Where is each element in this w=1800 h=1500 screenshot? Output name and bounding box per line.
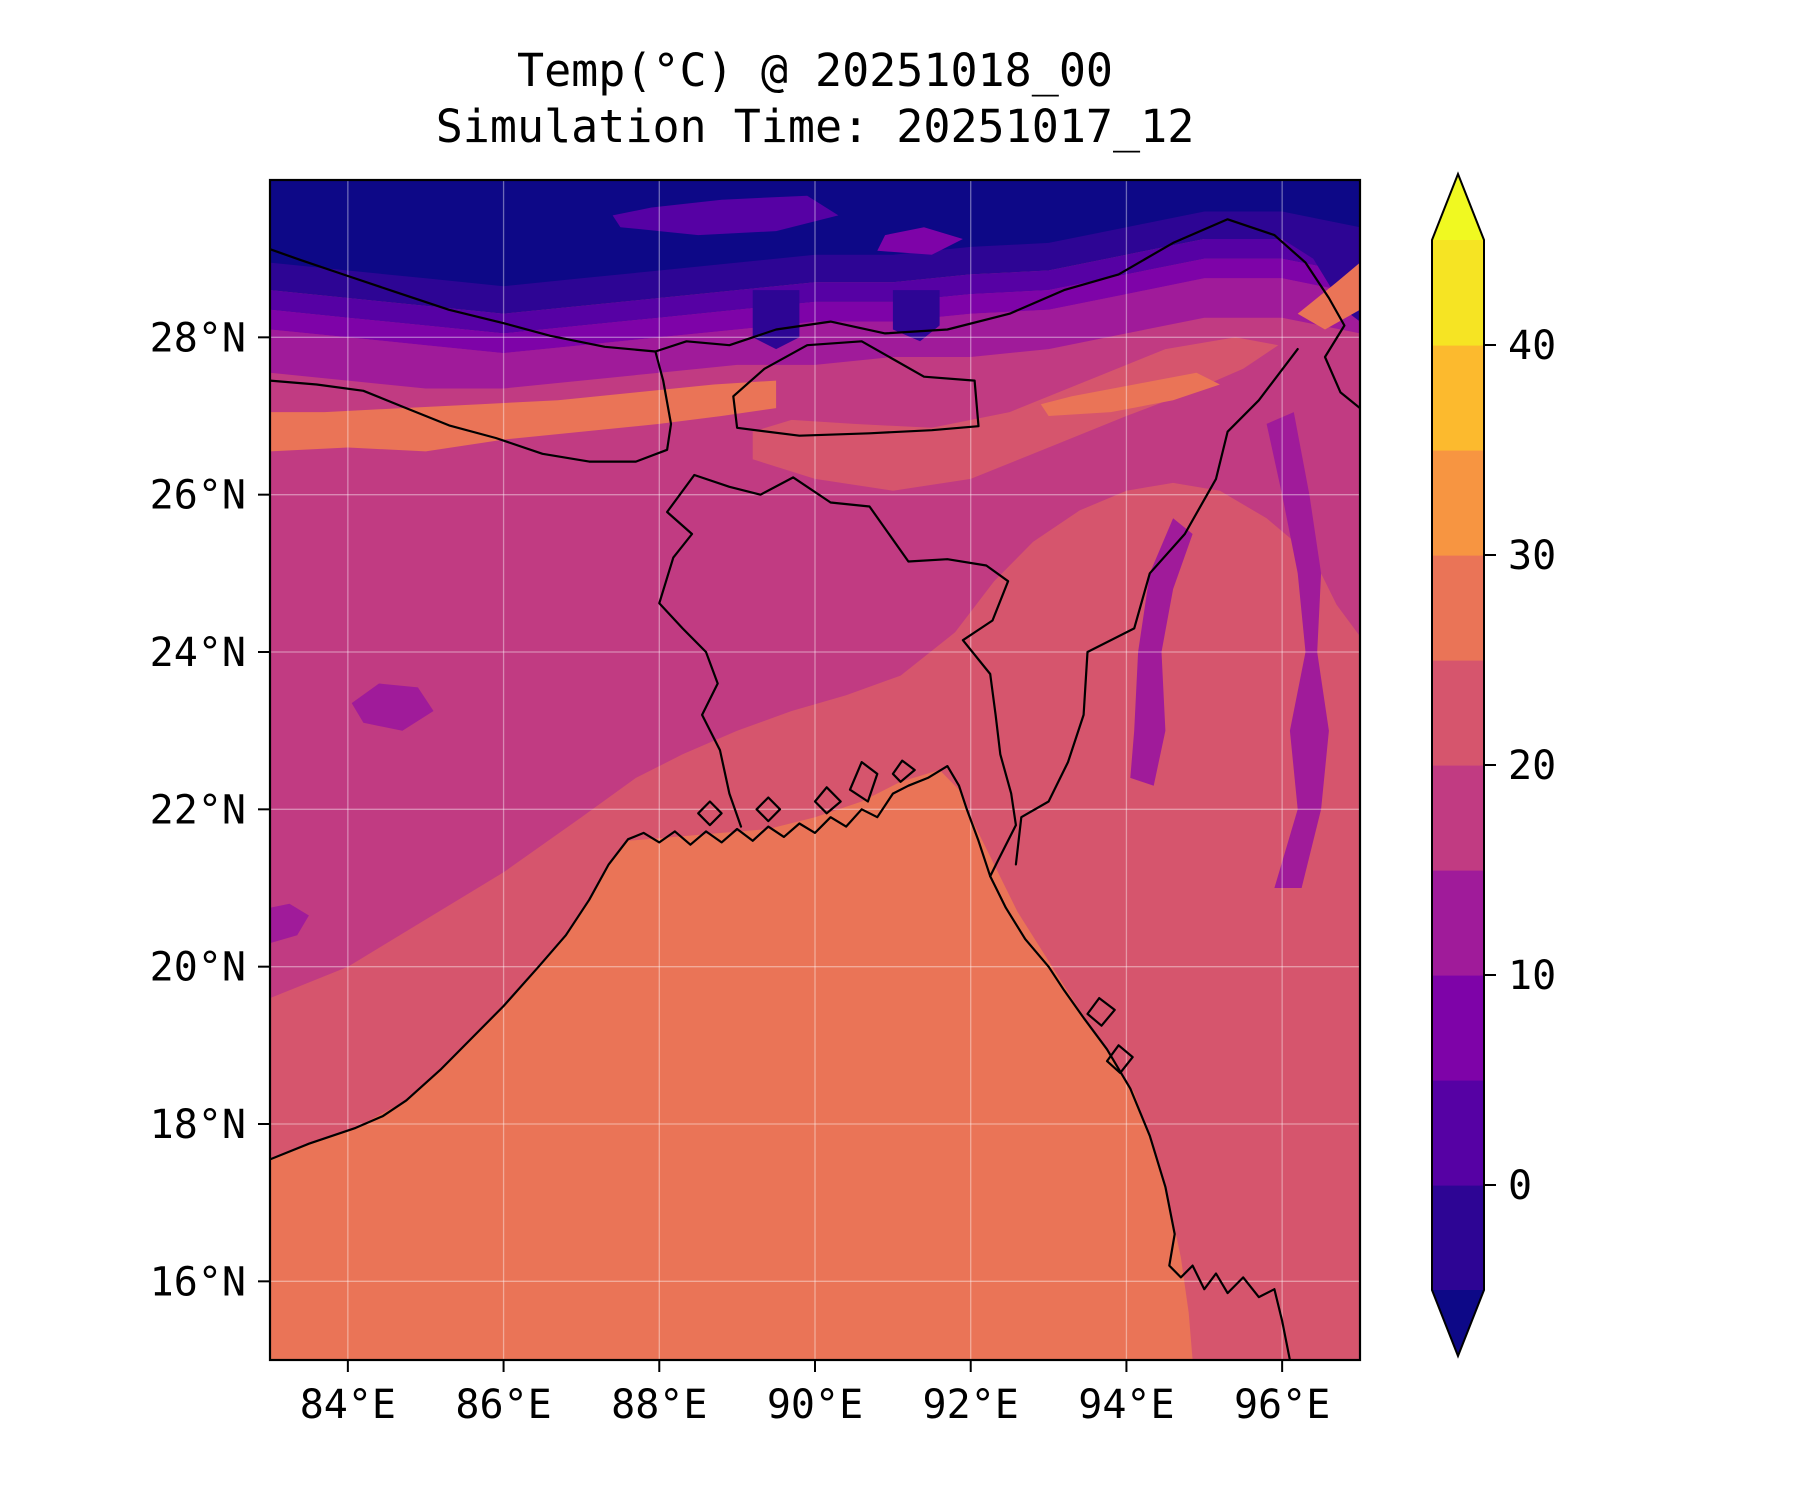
colorbar-over-arrow — [1432, 174, 1484, 240]
region-assam-warm-patch — [1040, 372, 1220, 416]
colorbar-tick-label: 30 — [1508, 533, 1556, 579]
border-delta-island-1 — [697, 800, 723, 827]
colorbar-band — [1432, 450, 1484, 556]
colorbar-band — [1432, 765, 1484, 871]
border-nepal-border — [270, 248, 673, 463]
region-burmese-ridge-streak-west — [1130, 518, 1193, 786]
colorbar-outline — [1431, 171, 1485, 1359]
border-delta-island-bhola — [848, 761, 879, 803]
y-tick-label: 22°N — [150, 787, 246, 833]
border-bhutan-border — [732, 340, 980, 437]
border-bangladesh-border — [658, 473, 1017, 878]
y-tick-label: 26°N — [150, 473, 246, 519]
region-plateau-purple-patch — [351, 683, 434, 731]
region-terai-warm-strip — [270, 380, 777, 452]
colorbar-under-arrow — [1432, 1290, 1484, 1356]
region-tibet-darkest — [270, 180, 1360, 287]
colorbar-band — [1432, 555, 1484, 661]
colorbar-tick-label: 0 — [1508, 1163, 1532, 1209]
x-tick-label: 92°E — [923, 1382, 1019, 1428]
border-arakan-island-1 — [1086, 997, 1116, 1027]
border-delta-island-2 — [755, 796, 782, 823]
colorbar-band — [1432, 345, 1484, 451]
region-navy-finger-east — [892, 290, 940, 342]
y-tick-label: 28°N — [150, 315, 246, 361]
border-delta-island-5 — [891, 759, 916, 783]
colorbar-band — [1432, 1080, 1484, 1186]
region-brahmaputra-valley-pink — [752, 337, 1279, 491]
temperature-field — [270, 180, 1360, 1360]
colorbar-band — [1432, 660, 1484, 766]
border-himalaya-china-border — [654, 218, 1360, 410]
chart-title: Temp(°C) @ 20251018_00 — [516, 44, 1114, 97]
colorbar-band — [1432, 975, 1484, 1081]
x-tick-label: 90°E — [767, 1382, 863, 1428]
y-tick-label: 20°N — [150, 945, 246, 991]
region-tibet-valley-blob — [612, 195, 839, 236]
y-tick-label: 24°N — [150, 630, 246, 676]
border-delta-island-3 — [813, 786, 842, 815]
colorbar-band — [1432, 1185, 1484, 1291]
axis-ticks: 84°E 86°E 88°E 90°E 92°E 94°E 96°E 16°N 18°N 20°N… — [150, 315, 1331, 1428]
gridlines — [270, 180, 1360, 1360]
chart-subtitle: Simulation Time: 20251017_12 — [435, 100, 1195, 153]
colorbar-band — [1432, 870, 1484, 976]
x-tick-label: 88°E — [611, 1382, 707, 1428]
x-tick-label: 96°E — [1234, 1382, 1330, 1428]
region-burmese-ridge-streak-east — [1266, 412, 1329, 888]
y-tick-label: 16°N — [150, 1259, 246, 1305]
region-foothill-purple-band — [270, 278, 1360, 389]
colorbar-tick-label: 10 — [1508, 953, 1556, 999]
region-navy-finger-west — [752, 290, 800, 350]
colorbar-band — [1432, 240, 1484, 346]
colorbar: 0 10 20 30 40 — [1431, 171, 1556, 1359]
y-tick-label: 18°N — [150, 1102, 246, 1148]
colorbar-tick-label: 40 — [1508, 323, 1556, 369]
colorbar-tick-label: 20 — [1508, 743, 1556, 789]
border-india-myanmar-border — [1014, 348, 1299, 866]
x-tick-label: 86°E — [455, 1382, 551, 1428]
region-dark-violet-band — [270, 239, 1360, 334]
x-tick-label: 94°E — [1078, 1382, 1174, 1428]
border-coastline — [270, 765, 1291, 1360]
map-borders — [270, 218, 1360, 1360]
x-tick-label: 84°E — [300, 1382, 396, 1428]
region-tibet-valley-blob2 — [877, 227, 963, 255]
region-west-edge-purple-patch — [270, 903, 309, 944]
border-arakan-island-2 — [1105, 1044, 1134, 1074]
